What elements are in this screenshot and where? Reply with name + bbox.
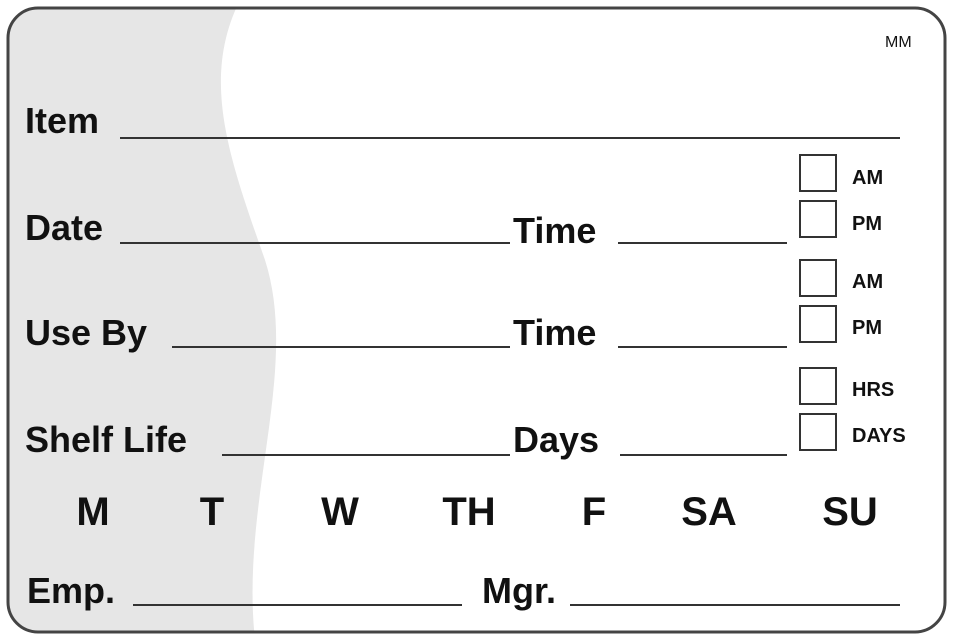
checkbox-label: AM [852,271,883,293]
checkbox[interactable] [799,413,837,451]
gray-wave [8,8,277,632]
checkbox[interactable] [799,367,837,405]
field-label: Emp. [27,570,115,611]
checkbox[interactable] [799,259,837,297]
weekday: SU [822,490,878,534]
field-label: Use By [25,312,147,353]
field-label: Date [25,207,103,248]
weekday: T [200,490,224,534]
weekday: F [582,490,606,534]
checkbox[interactable] [799,200,837,238]
field-label: Shelf Life [25,419,187,460]
checkbox[interactable] [799,305,837,343]
field-label: Mgr. [482,570,556,611]
field-label: Time [513,312,596,353]
code: MM [885,34,912,51]
field-label: Time [513,210,596,251]
weekday: M [76,490,109,534]
checkbox-label: AM [852,167,883,189]
checkbox-label: HRS [852,379,894,401]
checkbox-label: PM [852,317,882,339]
field-label: Days [513,419,599,460]
weekday: SA [681,490,737,534]
label-border [6,6,947,634]
checkbox-label: DAYS [852,425,906,447]
field-label: Item [25,100,99,141]
weekday: TH [442,490,495,534]
weekday: W [321,490,359,534]
checkbox-label: PM [852,213,882,235]
checkbox[interactable] [799,154,837,192]
